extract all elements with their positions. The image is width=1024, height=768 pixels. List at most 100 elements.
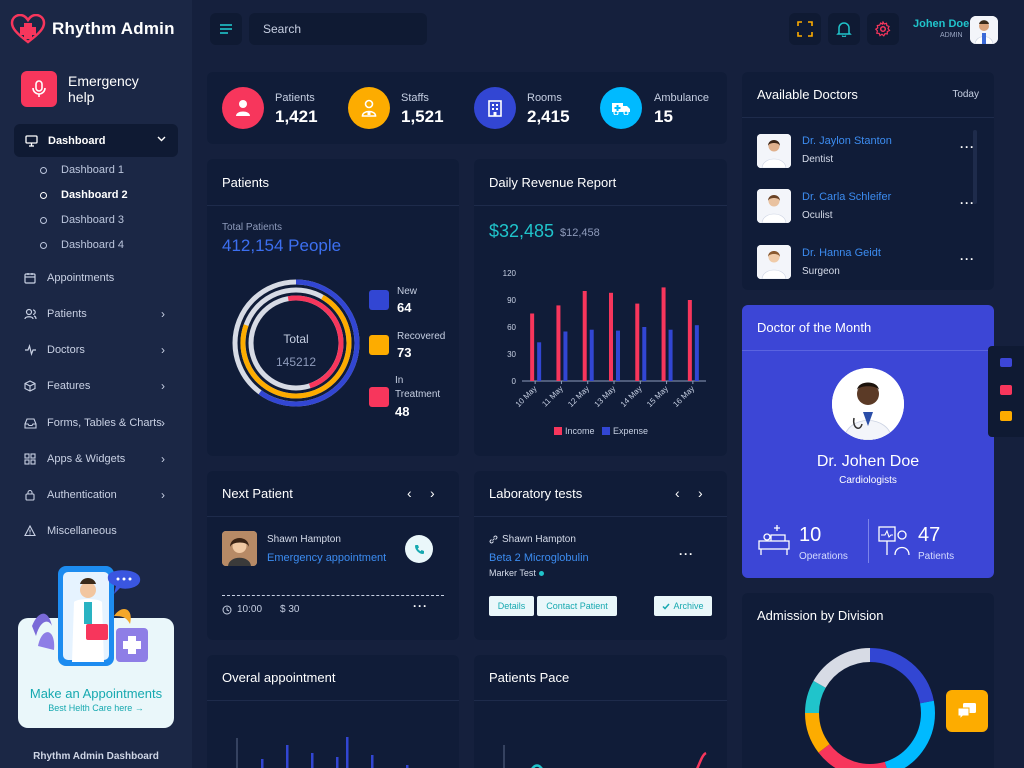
search-input[interactable] xyxy=(263,22,418,36)
patients-value: 47 xyxy=(918,524,941,546)
doctor-name[interactable]: Dr. Carla Schleifer xyxy=(802,191,892,203)
more-icon[interactable]: ··· xyxy=(960,252,975,266)
appointment-type[interactable]: Emergency appointment xyxy=(267,552,387,564)
chat-button[interactable] xyxy=(946,690,988,732)
marker-label: Marker Test xyxy=(489,568,536,578)
x-tick-label: 15 May xyxy=(645,384,670,409)
ambulance-icon xyxy=(600,87,642,129)
bar-expense xyxy=(563,331,568,381)
search-bar xyxy=(249,13,427,45)
more-icon[interactable]: ··· xyxy=(679,547,694,561)
doctor-photo xyxy=(832,368,904,440)
doctor-of-month-card: Doctor of the Month Dr. Johen Doe Cardio… xyxy=(742,305,994,578)
app-logo[interactable]: Rhythm Admin xyxy=(10,14,175,44)
user-avatar[interactable] xyxy=(970,16,998,44)
fullscreen-icon xyxy=(797,21,813,37)
nav-appointments[interactable]: Appointments xyxy=(23,271,173,285)
archive-button[interactable]: Archive xyxy=(654,596,712,616)
patient-name: Shawn Hampton xyxy=(267,534,341,545)
doctor-name[interactable]: Dr. Hanna Geidt xyxy=(802,247,881,259)
promo-title: Make an Appointments xyxy=(29,686,163,701)
chevron-right-icon: › xyxy=(161,343,165,357)
details-button[interactable]: Details xyxy=(489,596,534,616)
legend-swatch xyxy=(602,427,610,435)
bar-income xyxy=(661,287,666,381)
nav-patients[interactable]: Patients › xyxy=(23,307,173,321)
card-title: Patients Pace xyxy=(489,670,570,685)
legend-label: Income xyxy=(565,426,595,436)
image-icon[interactable] xyxy=(1000,385,1012,395)
overall-appointment-card: Overal appointment xyxy=(207,655,459,768)
settings-button[interactable] xyxy=(867,13,899,45)
nav-forms-tables-charts[interactable]: Forms, Tables & Charts › xyxy=(23,416,173,430)
chevron-right-icon: › xyxy=(161,452,165,466)
nav-features[interactable]: Features › xyxy=(23,379,173,393)
link-icon xyxy=(489,535,498,544)
calendar-icon xyxy=(23,271,37,285)
nav-miscellaneous[interactable]: Miscellaneous xyxy=(23,524,173,538)
y-tick-label: 30 xyxy=(507,350,516,359)
notifications-button[interactable] xyxy=(828,13,860,45)
user-name[interactable]: Johen Doe xyxy=(913,18,970,30)
bar-expense xyxy=(642,327,647,381)
nav-doctors[interactable]: Doctors › xyxy=(23,343,173,357)
total-patients-label: Total Patients xyxy=(222,222,283,233)
microphone-icon xyxy=(21,71,57,107)
nav-authentication[interactable]: Authentication › xyxy=(23,488,173,502)
sidebar: Rhythm Admin Emergency help Dashboard Da… xyxy=(0,0,192,768)
emergency-help-button[interactable]: Emergency help xyxy=(21,71,158,107)
time-value: 10:00 xyxy=(237,604,263,615)
nav-apps-widgets[interactable]: Apps & Widgets › xyxy=(23,452,173,466)
available-doctors-card: Available Doctors Today Dr. Jaylon Stant… xyxy=(742,72,994,290)
filter-today[interactable]: Today xyxy=(952,89,979,100)
appointment-bars-preview xyxy=(236,737,409,768)
nav-subitem-dashboard-4[interactable]: Dashboard 4 xyxy=(40,239,124,251)
box-icon xyxy=(23,379,37,393)
fullscreen-button[interactable] xyxy=(789,13,821,45)
clock-icon xyxy=(222,605,232,614)
revenue-sub-amount: $12,458 xyxy=(560,227,600,239)
divider xyxy=(207,700,459,701)
y-tick-label: 0 xyxy=(512,377,517,386)
chevron-right-icon[interactable]: › xyxy=(430,485,435,501)
lab-test-name[interactable]: Beta 2 Microglobulin xyxy=(489,552,589,564)
stat-label: Rooms xyxy=(527,92,562,104)
nav-subitem-dashboard-3[interactable]: Dashboard 3 xyxy=(40,214,124,226)
inbox-icon xyxy=(23,416,37,430)
divider xyxy=(868,519,869,563)
circle-icon xyxy=(40,191,47,199)
promo-link[interactable]: Best Helth Care here → xyxy=(48,703,144,713)
stat-value: 1,521 xyxy=(401,107,444,126)
more-icon[interactable]: ··· xyxy=(960,140,975,154)
contact-patient-button[interactable]: Contact Patient xyxy=(537,596,617,616)
nav-dashboard[interactable]: Dashboard xyxy=(14,124,178,157)
window-icon[interactable] xyxy=(1000,358,1012,367)
patients-pace-preview xyxy=(503,745,707,768)
scrollbar[interactable] xyxy=(973,130,977,204)
alert-icon xyxy=(23,524,37,538)
nav-subitem-dashboard-2[interactable]: Dashboard 2 xyxy=(40,189,128,201)
call-button[interactable] xyxy=(405,535,433,563)
chevron-left-icon[interactable]: ‹ xyxy=(675,485,680,501)
doctor-avatar-icon xyxy=(970,16,998,44)
more-icon[interactable]: ··· xyxy=(413,599,428,613)
chevron-right-icon[interactable]: › xyxy=(698,485,703,501)
chat-icon[interactable] xyxy=(1000,411,1012,421)
divider-dashed xyxy=(222,595,444,596)
person-icon xyxy=(222,87,264,129)
menu-toggle-button[interactable] xyxy=(210,13,242,45)
circle-icon xyxy=(40,216,47,224)
doctor-avatar xyxy=(757,189,791,223)
more-icon[interactable]: ··· xyxy=(960,196,975,210)
y-tick-label: 60 xyxy=(507,323,516,332)
stats-card: Patients 1,421 Staffs 1,521 Rooms 2,415 … xyxy=(207,72,727,144)
card-title: Available Doctors xyxy=(757,87,858,102)
divider xyxy=(474,700,727,701)
users-icon xyxy=(23,307,37,321)
nav-subitem-dashboard-1[interactable]: Dashboard 1 xyxy=(40,164,124,176)
doctor-name[interactable]: Dr. Jaylon Stanton xyxy=(802,135,892,147)
chevron-left-icon[interactable]: ‹ xyxy=(407,485,412,501)
x-tick-label: 16 May xyxy=(671,384,696,409)
card-title: Admission by Division xyxy=(757,608,884,623)
nav-dashboard-label: Dashboard xyxy=(48,134,106,147)
